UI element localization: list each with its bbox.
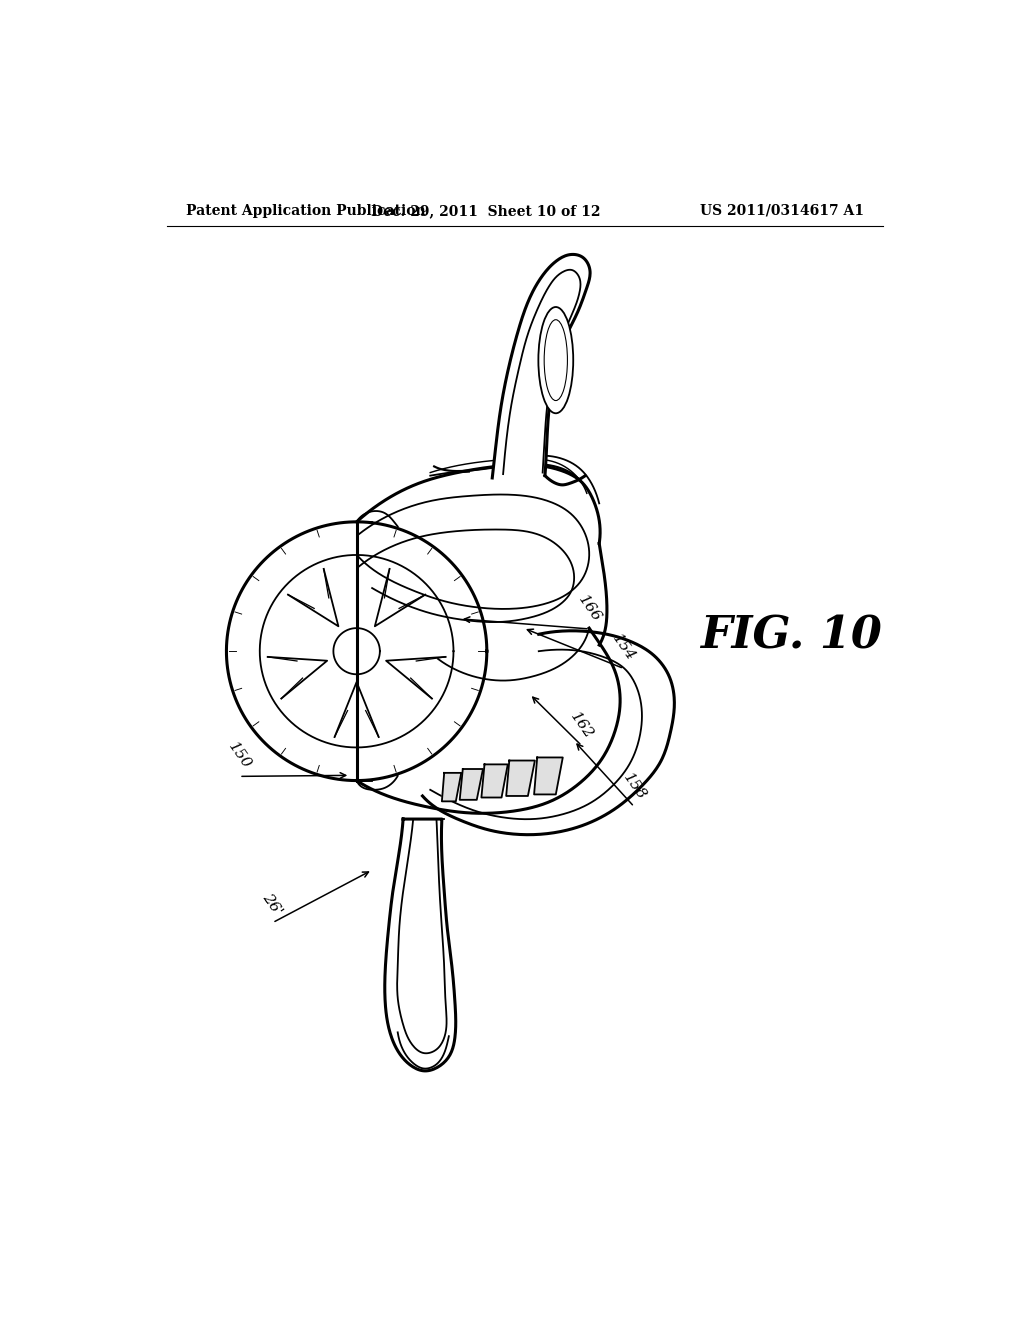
- Polygon shape: [535, 758, 563, 795]
- Text: FIG. 10: FIG. 10: [699, 614, 882, 657]
- Text: Dec. 29, 2011  Sheet 10 of 12: Dec. 29, 2011 Sheet 10 of 12: [372, 203, 601, 218]
- Polygon shape: [460, 770, 483, 800]
- Text: 158: 158: [621, 771, 648, 803]
- Polygon shape: [442, 774, 461, 801]
- Text: 154: 154: [610, 632, 638, 664]
- Text: 26': 26': [260, 891, 285, 919]
- Polygon shape: [506, 760, 535, 796]
- Text: 150: 150: [225, 739, 253, 772]
- Polygon shape: [385, 818, 456, 1071]
- Text: 166: 166: [575, 593, 604, 624]
- Text: US 2011/0314617 A1: US 2011/0314617 A1: [700, 203, 864, 218]
- Ellipse shape: [544, 319, 567, 400]
- Ellipse shape: [539, 308, 573, 413]
- Text: Patent Application Publication: Patent Application Publication: [186, 203, 426, 218]
- Polygon shape: [481, 764, 508, 797]
- Polygon shape: [493, 255, 590, 478]
- Text: 162: 162: [568, 709, 596, 742]
